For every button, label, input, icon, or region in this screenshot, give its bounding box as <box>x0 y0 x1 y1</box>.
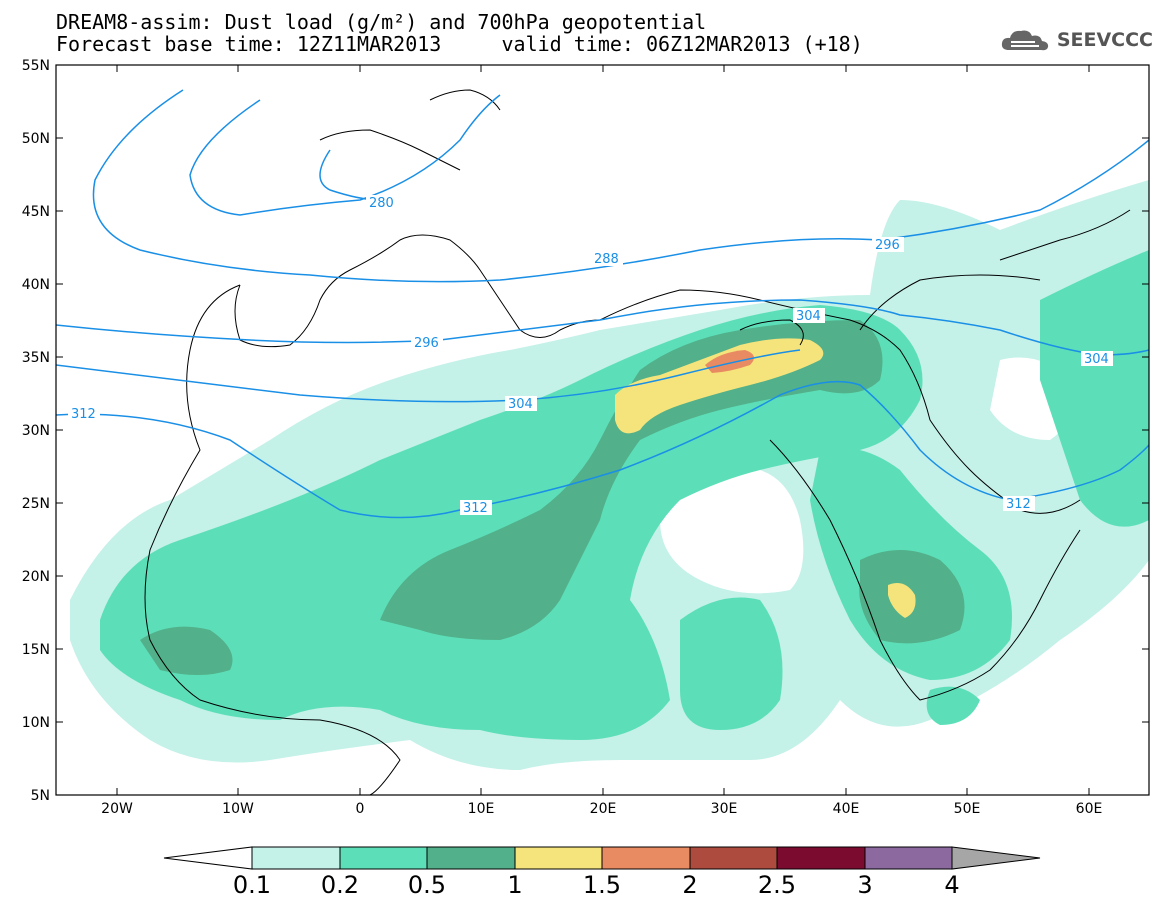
colorbar-label: 2 <box>682 871 697 899</box>
contour-label: 296 <box>875 238 900 253</box>
dust-shading <box>70 180 1149 770</box>
colorbar-label: 1 <box>507 871 522 899</box>
contour-line <box>92 89 1149 283</box>
lon-label: 20E <box>590 801 617 817</box>
contour-line <box>56 299 1149 356</box>
contour-line <box>56 349 801 403</box>
colorbar-label: 3 <box>857 871 872 899</box>
forecast-time-line: Forecast base time: 12Z11MAR2013 valid t… <box>56 32 863 56</box>
dust-level-1 <box>615 338 824 434</box>
contour-line <box>189 94 501 216</box>
colorbar-label: 1.5 <box>583 871 621 899</box>
lon-label: 10W <box>222 801 254 817</box>
lon-label: 60E <box>1076 801 1103 817</box>
lon-label: 50E <box>954 801 981 817</box>
lon-label: 40E <box>833 801 860 817</box>
dust-level-0.2 <box>100 305 923 740</box>
contour-label: 304 <box>796 309 821 324</box>
contour-label: 304 <box>1084 352 1109 367</box>
lon-label: 0 <box>356 801 365 817</box>
lat-label: 10N <box>22 715 50 731</box>
lon-label: 20W <box>101 801 133 817</box>
lat-label: 50N <box>22 131 50 147</box>
colorbar-label: 4 <box>944 871 959 899</box>
colorbar-segment <box>689 846 778 870</box>
colorbar-segment <box>601 846 691 870</box>
lon-label: 10E <box>468 801 495 817</box>
contour-labels: 280 288 296 296 304 304 304 312 312 312 <box>68 195 1113 516</box>
colorbar-label: 0.2 <box>321 871 359 899</box>
lon-label: 30E <box>711 801 738 817</box>
lat-label: 35N <box>22 350 50 366</box>
longitude-labels: 20W 10W 0 10E 20E 30E 40E 50E 60E <box>101 801 1102 817</box>
contour-label: 288 <box>594 252 619 267</box>
lat-label: 45N <box>22 204 50 220</box>
contour-label: 280 <box>369 196 394 211</box>
lat-label: 5N <box>31 788 50 804</box>
colorbar-segment <box>776 846 866 870</box>
contour-line <box>319 149 381 201</box>
colorbar-segment <box>251 846 341 870</box>
colorbar-label: 0.5 <box>408 871 446 899</box>
lat-label: 25N <box>22 496 50 512</box>
contour-label: 312 <box>1006 497 1031 512</box>
colorbar-segment <box>864 846 953 870</box>
axis-ticks <box>56 64 1149 795</box>
coastlines <box>144 89 1131 795</box>
colorbar-lower-arrow <box>163 846 253 870</box>
cloud-icon <box>1001 30 1048 51</box>
latitude-labels: 55N 50N 45N 40N 35N 30N 25N 20N 15N 10N … <box>22 58 50 804</box>
lat-label: 55N <box>22 58 50 74</box>
colorbar: 0.1 0.2 0.5 1 1.5 2 2.5 3 4 <box>163 846 1041 899</box>
colorbar-segment <box>426 846 516 870</box>
contour-label: 312 <box>71 407 96 422</box>
colorbar-segment <box>514 846 603 870</box>
colorbar-label: 0.1 <box>233 871 271 899</box>
dust-level-0.5 <box>380 320 883 640</box>
map-title: DREAM8-assim: Dust load (g/m²) and 700hP… <box>56 10 707 34</box>
logo-text: SEEVCCC <box>1056 29 1153 51</box>
lat-label: 30N <box>22 423 50 439</box>
colorbar-segment <box>339 846 428 870</box>
contour-label: 304 <box>508 397 533 412</box>
colorbar-label: 2.5 <box>758 871 796 899</box>
contour-label: 296 <box>414 336 439 351</box>
lat-label: 40N <box>22 277 50 293</box>
seevccc-logo: SEEVCCC <box>999 26 1153 54</box>
contour-label: 312 <box>463 501 488 516</box>
colorbar-upper-arrow <box>951 846 1041 870</box>
lat-label: 20N <box>22 569 50 585</box>
lat-label: 15N <box>22 642 50 658</box>
dust-level-1.5 <box>705 350 754 373</box>
